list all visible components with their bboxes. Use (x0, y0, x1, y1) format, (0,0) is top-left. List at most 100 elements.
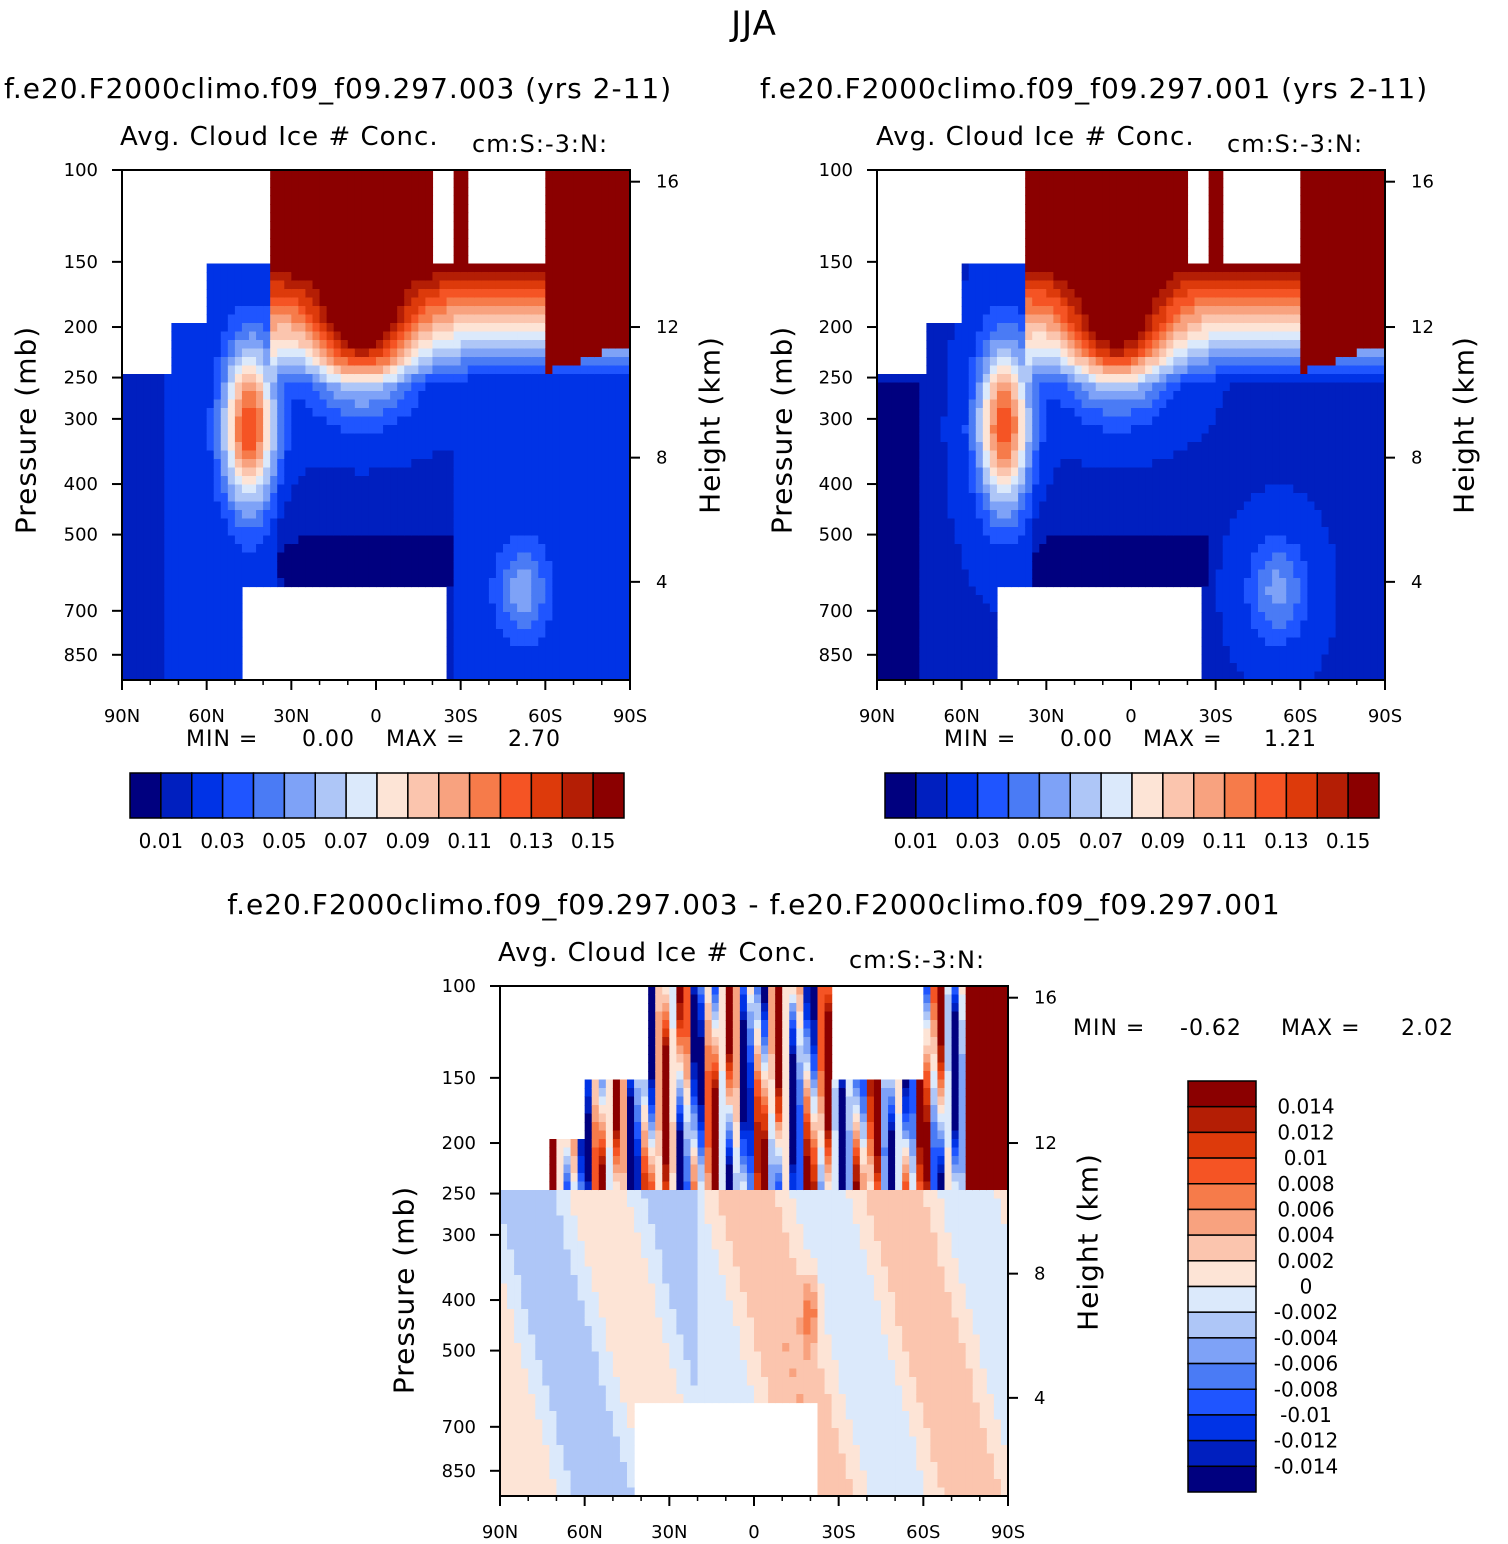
contour-cell (467, 620, 476, 630)
contour-cell (1081, 340, 1090, 350)
contour-cell (122, 484, 130, 494)
contour-cell (996, 459, 1005, 469)
contour-cell (954, 629, 963, 639)
contour-cell (446, 569, 455, 579)
contour-cell (319, 408, 328, 418)
contour-cell (1046, 408, 1054, 418)
contour-cell (1004, 535, 1012, 545)
contour-cell (517, 646, 525, 656)
contour-cell (877, 663, 885, 673)
contour-cell (919, 620, 927, 630)
contour-cell (368, 221, 377, 231)
contour-cell (566, 442, 575, 452)
contour-cell (495, 612, 504, 622)
contour-cell (354, 476, 363, 486)
contour-cell (361, 442, 370, 452)
contour-cell (926, 416, 935, 426)
contour-cell (453, 306, 462, 316)
contour-cell (220, 603, 229, 613)
contour-cell (312, 221, 321, 231)
contour-cell (587, 365, 596, 375)
contour-cell (940, 382, 949, 392)
contour-cell (312, 340, 321, 350)
contour-cell (333, 578, 342, 588)
contour-cell (178, 569, 187, 579)
contour-cell (220, 357, 229, 367)
contour-cell (256, 450, 264, 460)
contour-cell (129, 603, 137, 613)
contour-cell (256, 493, 264, 503)
contour-cell (1046, 348, 1054, 358)
contour-cell (446, 612, 455, 622)
panel3-max-label: MAX = (1281, 1016, 1361, 1041)
contour-cell (552, 314, 561, 324)
contour-cell (1074, 365, 1083, 375)
contour-cell (319, 476, 328, 486)
contour-cell (185, 374, 194, 384)
contour-cell (594, 314, 603, 324)
contour-cell (326, 255, 335, 265)
contour-cell (1081, 238, 1090, 248)
contour-cell (277, 246, 285, 256)
contour-cell (975, 629, 984, 639)
contour-cell (1074, 204, 1083, 214)
contour-cell (961, 671, 970, 681)
contour-cell (1088, 425, 1097, 435)
contour-cell (975, 408, 984, 418)
contour-cell (1088, 187, 1097, 197)
contour-cell (884, 586, 892, 596)
contour-cell (1025, 263, 1033, 273)
contour-cell (1032, 221, 1040, 231)
contour-cell (1081, 331, 1090, 341)
contour-cell (1067, 476, 1076, 486)
contour-cell (1011, 289, 1019, 299)
contour-cell (284, 289, 292, 299)
contour-cell (594, 221, 603, 231)
contour-cell (333, 552, 342, 562)
contour-cell (524, 331, 532, 341)
contour-cell (961, 416, 970, 426)
contour-cell (298, 246, 307, 256)
contour-cell (912, 578, 920, 588)
contour-cell (446, 671, 455, 681)
contour-cell (305, 425, 314, 435)
contour-cell (460, 467, 469, 477)
contour-cell (594, 561, 603, 571)
contour-cell (615, 187, 624, 197)
contour-cell (129, 382, 137, 392)
contour-cell (390, 518, 398, 528)
contour-cell (319, 467, 328, 477)
contour-cell (1053, 195, 1062, 205)
contour-cell (884, 391, 892, 401)
contour-cell (354, 450, 363, 460)
contour-cell (347, 544, 356, 554)
contour-cell (1074, 535, 1083, 545)
contour-cell (340, 450, 349, 460)
contour-cell (1081, 297, 1090, 307)
contour-cell (192, 535, 201, 545)
contour-cell (474, 374, 483, 384)
contour-cell (256, 399, 264, 409)
contour-cell (199, 595, 208, 605)
contour-cell (192, 476, 201, 486)
contour-cell (213, 340, 222, 350)
contour-cell (531, 612, 539, 622)
contour-cell (552, 552, 561, 562)
contour-cell (615, 510, 624, 520)
contour-cell (912, 518, 920, 528)
contour-cell (615, 416, 624, 426)
contour-cell (573, 527, 582, 537)
contour-cell (383, 433, 391, 443)
contour-cell (552, 671, 561, 681)
contour-cell (601, 552, 610, 562)
contour-cell (495, 561, 504, 571)
colorbar-label: 0.07 (324, 829, 369, 853)
contour-cell (531, 663, 539, 673)
contour-cell (241, 544, 250, 554)
contour-cell (524, 620, 532, 630)
contour-cell (622, 646, 631, 656)
contour-cell (608, 408, 617, 418)
contour-cell (552, 569, 561, 579)
contour-cell (397, 204, 405, 214)
contour-cell (1060, 331, 1069, 341)
